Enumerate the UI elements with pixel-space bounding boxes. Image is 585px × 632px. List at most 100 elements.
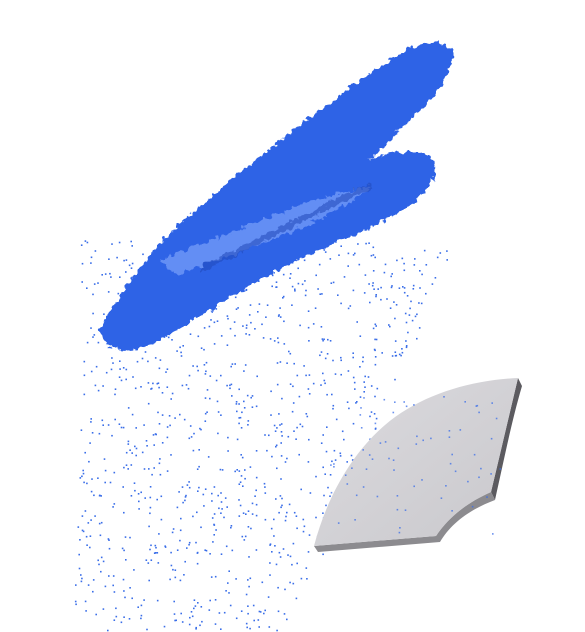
scatter-point	[372, 327, 375, 330]
scatter-point	[154, 552, 157, 554]
scatter-point	[278, 413, 280, 415]
scatter-point	[289, 383, 292, 385]
scatter-point	[402, 286, 404, 288]
scatter-point	[368, 242, 370, 244]
scatter-point	[200, 428, 202, 431]
scatter-point	[127, 440, 130, 443]
scatter-point	[159, 473, 162, 476]
scatter-point	[100, 521, 103, 524]
scatter-point	[353, 381, 356, 384]
scatter-point	[277, 337, 279, 339]
scatter-point	[213, 486, 216, 488]
scatter-point	[368, 454, 371, 456]
scatter-point	[217, 494, 219, 497]
scatter-point	[90, 418, 92, 420]
scatter-point	[251, 513, 254, 515]
scatter-point	[394, 401, 396, 403]
scatter-point	[98, 563, 100, 566]
scatter-point	[226, 315, 229, 317]
scatter-point	[370, 385, 373, 387]
scatter-point	[301, 283, 304, 286]
scatter-point	[189, 425, 192, 427]
scatter-point	[229, 387, 231, 390]
scatter-point	[125, 259, 128, 261]
scatter-point	[197, 369, 199, 372]
scatter-point	[333, 466, 335, 468]
scatter-point	[97, 341, 100, 344]
scatter-point	[86, 544, 88, 546]
scatter-point	[395, 304, 398, 306]
scatter-point	[169, 424, 171, 427]
scatter-point	[86, 341, 89, 344]
scatter-point	[391, 285, 393, 287]
scatter-point	[230, 383, 233, 386]
scatter-point	[113, 471, 116, 474]
scatter-point	[104, 481, 106, 484]
scatter-point	[384, 263, 387, 266]
scatter-point	[195, 541, 197, 544]
scatter-point	[347, 252, 350, 255]
scatter-point	[120, 621, 123, 624]
scatter-point	[393, 301, 395, 303]
scatter-point	[282, 548, 285, 550]
scatter-point	[419, 287, 421, 289]
scatter-point	[305, 289, 307, 292]
scatter-point	[284, 519, 287, 522]
scatter-point	[288, 350, 290, 353]
scatter-point	[236, 410, 238, 413]
scatter-point	[266, 304, 269, 306]
scatter-point	[107, 424, 110, 426]
scatter-point	[144, 351, 147, 353]
scatter-point	[158, 462, 161, 465]
scatter-point	[112, 362, 114, 364]
scatter-point	[204, 373, 207, 375]
scatter-point	[305, 374, 307, 377]
scatter-point	[166, 470, 169, 472]
scatter-point	[212, 541, 214, 543]
scatter-point	[413, 264, 416, 266]
scatter-point	[281, 397, 283, 400]
dense-point-cloud	[100, 42, 453, 351]
scatter-point	[163, 625, 166, 628]
scatter-point	[270, 390, 272, 393]
scatter-point	[173, 600, 175, 603]
scatter-point	[113, 503, 116, 505]
scatter-point	[333, 449, 336, 452]
scatter-point	[315, 274, 317, 277]
scatter-point	[164, 546, 167, 548]
scatter-point	[405, 321, 408, 324]
scatter-point	[376, 495, 379, 498]
scatter-point	[77, 526, 80, 528]
scatter-point	[362, 360, 364, 363]
scatter-point	[246, 626, 248, 629]
scatter-point	[91, 432, 94, 434]
scatter-point	[82, 530, 85, 533]
scatter-point	[108, 539, 110, 541]
scatter-point	[90, 421, 92, 423]
scatter-point	[164, 545, 166, 547]
scatter-point	[296, 426, 298, 429]
scatter-point	[425, 292, 427, 295]
scatter-point	[151, 387, 153, 390]
scatter-point	[184, 499, 186, 502]
scatter-point	[211, 517, 214, 519]
scatter-point	[189, 333, 192, 335]
scatter-point	[235, 308, 238, 310]
scatter-point	[84, 451, 86, 454]
scatter-point	[250, 321, 252, 324]
scatter-point	[340, 373, 342, 376]
scatter-point	[94, 515, 96, 517]
scatter-point	[394, 351, 397, 353]
scatter-point	[416, 313, 418, 316]
scatter-point	[390, 275, 392, 278]
scatter-point	[112, 506, 114, 508]
scatter-point	[370, 411, 373, 413]
scatter-point	[101, 274, 103, 276]
scatter-point	[165, 371, 167, 373]
scatter-point	[144, 497, 146, 499]
scatter-point	[231, 363, 234, 365]
scatter-point	[255, 514, 258, 517]
scatter-point	[171, 392, 174, 395]
scatter-point	[221, 469, 224, 471]
scatter-point	[112, 584, 114, 587]
